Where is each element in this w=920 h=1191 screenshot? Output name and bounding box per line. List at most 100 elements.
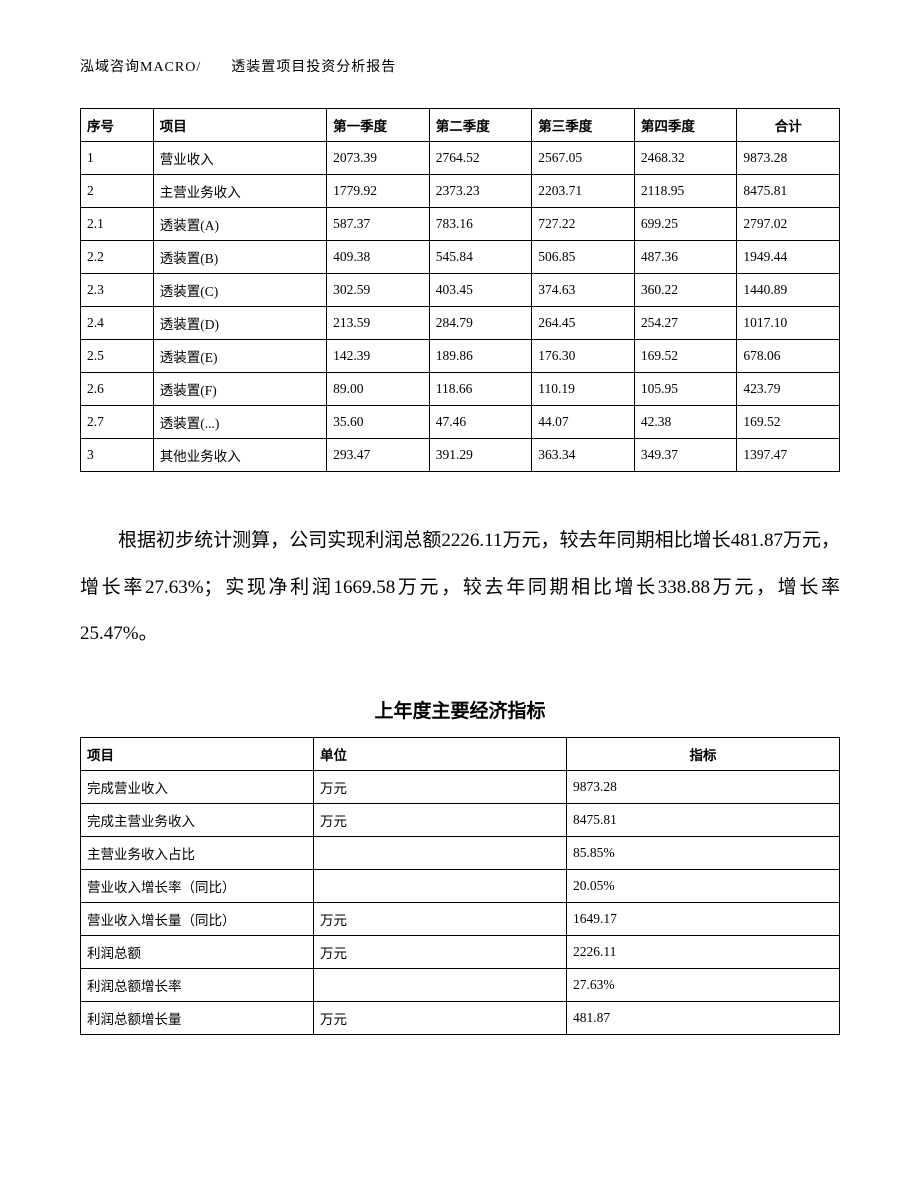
cell-unit: 万元 (314, 1001, 567, 1034)
cell-value: 2203.71 (532, 175, 635, 208)
cell-item: 透装置(F) (153, 373, 326, 406)
cell-total: 2797.02 (737, 208, 840, 241)
cell-value: 587.37 (327, 208, 430, 241)
cell-value: 118.66 (429, 373, 532, 406)
cell-sn: 2 (81, 175, 154, 208)
cell-item: 营业收入增长率（同比） (81, 869, 314, 902)
table-row: 2.4 透装置(D) 213.59 284.79 264.45 254.27 1… (81, 307, 840, 340)
cell-value: 47.46 (429, 406, 532, 439)
table-row: 2.6 透装置(F) 89.00 118.66 110.19 105.95 42… (81, 373, 840, 406)
table-row: 利润总额增长量 万元 481.87 (81, 1001, 840, 1034)
cell-value: 1649.17 (567, 902, 840, 935)
col-header: 第二季度 (429, 109, 532, 142)
cell-value: 727.22 (532, 208, 635, 241)
cell-value: 142.39 (327, 340, 430, 373)
cell-total: 1440.89 (737, 274, 840, 307)
cell-item: 营业收入 (153, 142, 326, 175)
cell-value: 85.85% (567, 836, 840, 869)
table-row: 1 营业收入 2073.39 2764.52 2567.05 2468.32 9… (81, 142, 840, 175)
cell-value: 42.38 (634, 406, 737, 439)
col-header: 项目 (153, 109, 326, 142)
cell-value: 1779.92 (327, 175, 430, 208)
cell-total: 1949.44 (737, 241, 840, 274)
cell-value: 783.16 (429, 208, 532, 241)
cell-value: 264.45 (532, 307, 635, 340)
cell-total: 8475.81 (737, 175, 840, 208)
col-header: 第三季度 (532, 109, 635, 142)
cell-unit (314, 836, 567, 869)
col-header: 第一季度 (327, 109, 430, 142)
table-header-row: 序号 项目 第一季度 第二季度 第三季度 第四季度 合计 (81, 109, 840, 142)
table-row: 2 主营业务收入 1779.92 2373.23 2203.71 2118.95… (81, 175, 840, 208)
cell-value: 2567.05 (532, 142, 635, 175)
cell-total: 9873.28 (737, 142, 840, 175)
cell-value: 189.86 (429, 340, 532, 373)
section-title: 上年度主要经济指标 (80, 696, 840, 723)
cell-total: 1017.10 (737, 307, 840, 340)
cell-total: 1397.47 (737, 439, 840, 472)
cell-sn: 3 (81, 439, 154, 472)
cell-total: 678.06 (737, 340, 840, 373)
table-row: 利润总额增长率 27.63% (81, 968, 840, 1001)
cell-value: 481.87 (567, 1001, 840, 1034)
cell-value: 2073.39 (327, 142, 430, 175)
cell-item: 主营业务收入占比 (81, 836, 314, 869)
cell-total: 169.52 (737, 406, 840, 439)
table-row: 2.2 透装置(B) 409.38 545.84 506.85 487.36 1… (81, 241, 840, 274)
cell-value: 169.52 (634, 340, 737, 373)
cell-unit: 万元 (314, 770, 567, 803)
cell-sn: 2.2 (81, 241, 154, 274)
cell-sn: 2.1 (81, 208, 154, 241)
table-row: 2.3 透装置(C) 302.59 403.45 374.63 360.22 1… (81, 274, 840, 307)
cell-total: 423.79 (737, 373, 840, 406)
table-row: 营业收入增长率（同比） 20.05% (81, 869, 840, 902)
cell-value: 349.37 (634, 439, 737, 472)
col-header: 单位 (314, 737, 567, 770)
cell-item: 利润总额增长率 (81, 968, 314, 1001)
col-header: 项目 (81, 737, 314, 770)
cell-unit (314, 869, 567, 902)
cell-value: 2226.11 (567, 935, 840, 968)
table-row: 主营业务收入占比 85.85% (81, 836, 840, 869)
table-head: 序号 项目 第一季度 第二季度 第三季度 第四季度 合计 (81, 109, 840, 142)
cell-item: 主营业务收入 (153, 175, 326, 208)
cell-value: 105.95 (634, 373, 737, 406)
cell-value: 487.36 (634, 241, 737, 274)
cell-value: 213.59 (327, 307, 430, 340)
table-body: 完成营业收入 万元 9873.28 完成主营业务收入 万元 8475.81 主营… (81, 770, 840, 1034)
cell-value: 409.38 (327, 241, 430, 274)
cell-value: 254.27 (634, 307, 737, 340)
cell-value: 89.00 (327, 373, 430, 406)
cell-item: 利润总额 (81, 935, 314, 968)
cell-value: 293.47 (327, 439, 430, 472)
cell-item: 利润总额增长量 (81, 1001, 314, 1034)
cell-item: 完成主营业务收入 (81, 803, 314, 836)
cell-sn: 2.7 (81, 406, 154, 439)
cell-value: 699.25 (634, 208, 737, 241)
cell-value: 2118.95 (634, 175, 737, 208)
cell-value: 35.60 (327, 406, 430, 439)
cell-value: 110.19 (532, 373, 635, 406)
cell-value: 2373.23 (429, 175, 532, 208)
cell-value: 284.79 (429, 307, 532, 340)
cell-item: 透装置(A) (153, 208, 326, 241)
cell-value: 391.29 (429, 439, 532, 472)
document-page: 泓域咨询MACRO/ 透装置项目投资分析报告 序号 项目 第一季度 第二季度 第… (0, 0, 920, 1191)
cell-unit: 万元 (314, 803, 567, 836)
cell-item: 完成营业收入 (81, 770, 314, 803)
paragraph-text: 根据初步统计测算，公司实现利润总额2226.11万元，较去年同期相比增长481.… (80, 530, 840, 644)
cell-value: 20.05% (567, 869, 840, 902)
cell-value: 44.07 (532, 406, 635, 439)
table-row: 2.5 透装置(E) 142.39 189.86 176.30 169.52 6… (81, 340, 840, 373)
cell-item: 透装置(B) (153, 241, 326, 274)
table-row: 利润总额 万元 2226.11 (81, 935, 840, 968)
cell-sn: 2.3 (81, 274, 154, 307)
cell-value: 2468.32 (634, 142, 737, 175)
cell-unit (314, 968, 567, 1001)
cell-item: 透装置(...) (153, 406, 326, 439)
cell-item: 营业收入增长量（同比） (81, 902, 314, 935)
cell-value: 176.30 (532, 340, 635, 373)
cell-value: 403.45 (429, 274, 532, 307)
quarterly-revenue-table: 序号 项目 第一季度 第二季度 第三季度 第四季度 合计 1 营业收入 2073… (80, 108, 840, 472)
summary-paragraph: 根据初步统计测算，公司实现利润总额2226.11万元，较去年同期相比增长481.… (80, 518, 840, 658)
